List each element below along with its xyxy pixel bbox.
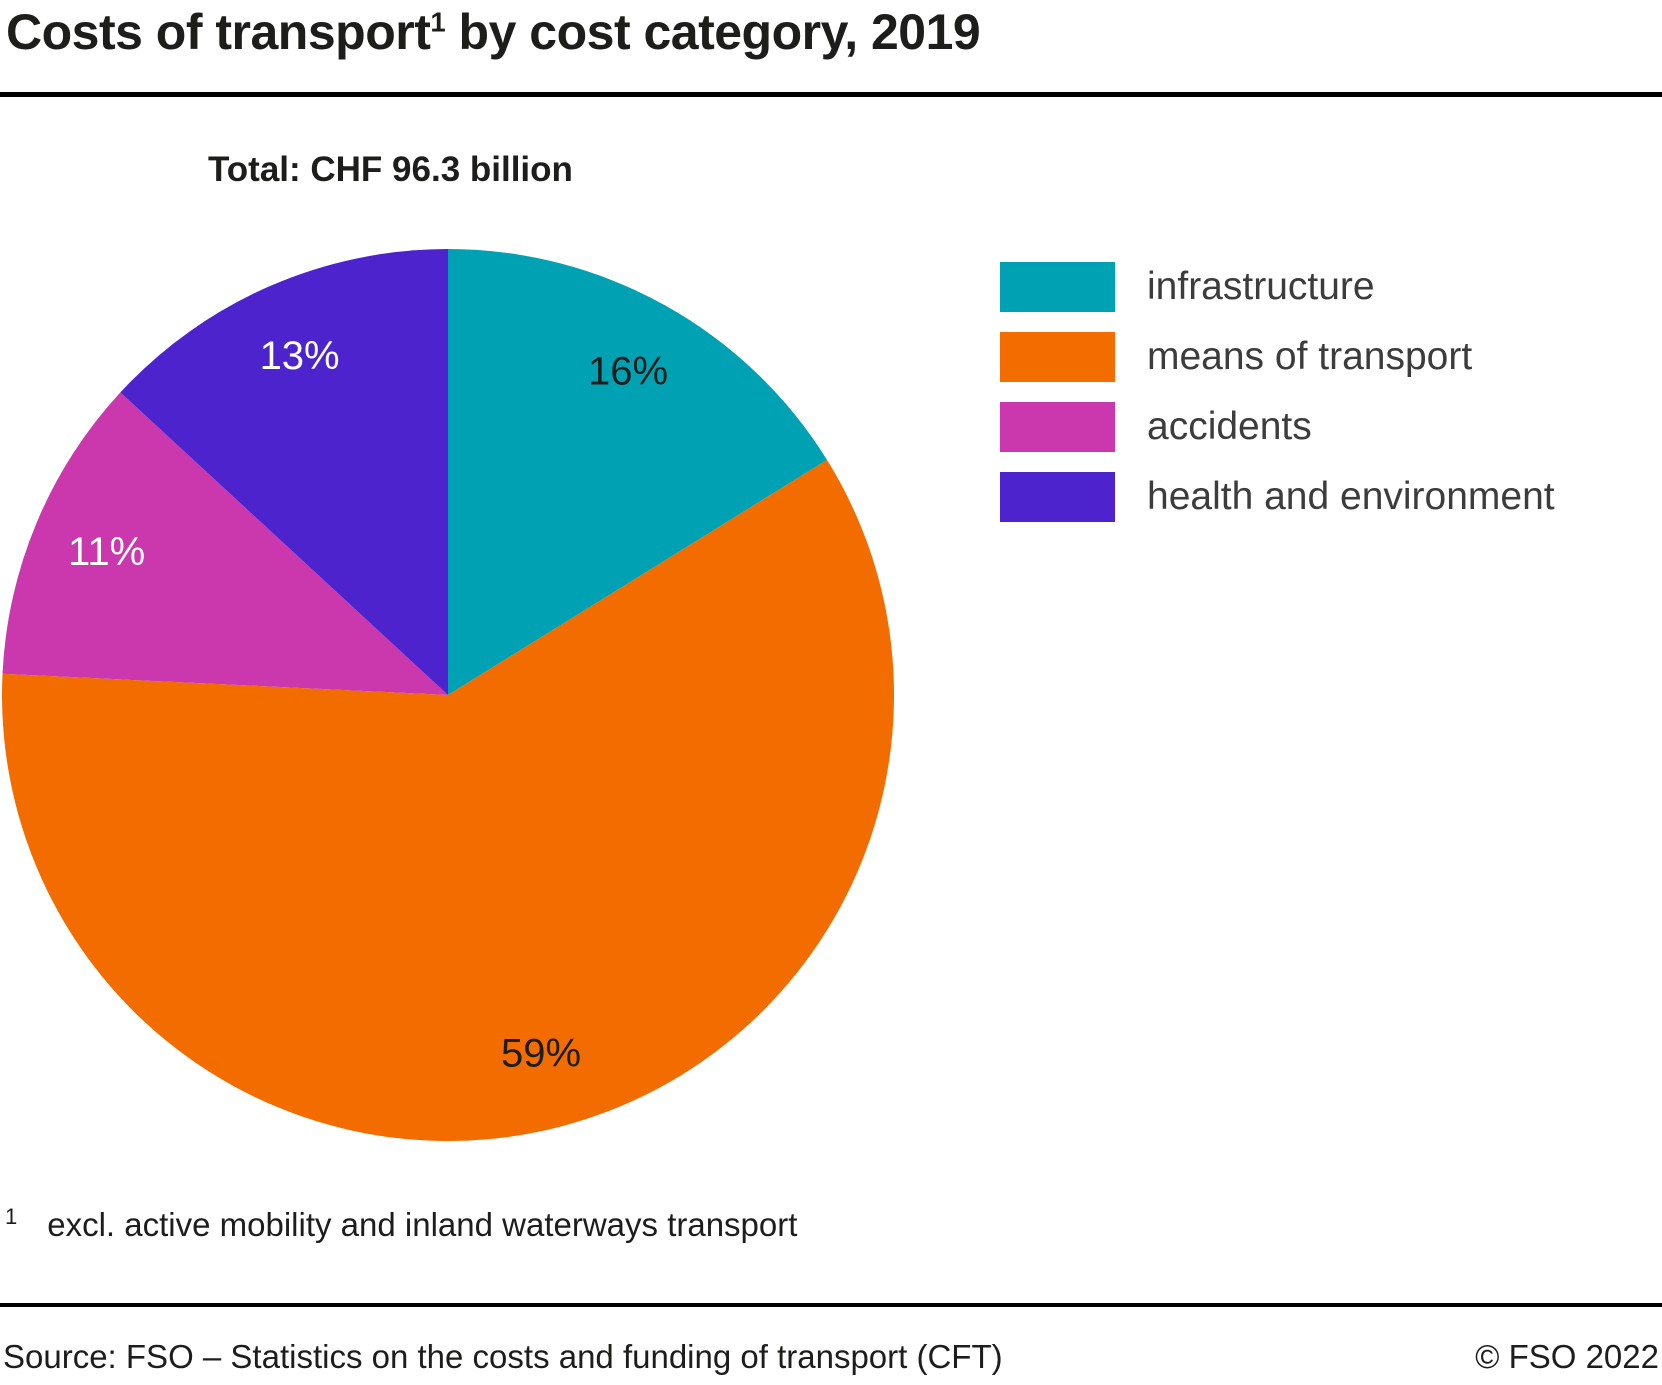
legend-item: infrastructure (1000, 262, 1555, 312)
title-text-2: by cost category, 2019 (445, 4, 981, 60)
source-row: Source: FSO – Statistics on the costs an… (3, 1338, 1659, 1376)
legend-label: means of transport (1147, 335, 1473, 378)
pie-slice-percentage-label: 13% (260, 334, 340, 378)
pie-slice-percentage-label: 59% (501, 1031, 581, 1075)
pie-slice-percentage-label: 11% (68, 530, 145, 574)
pie-slice-accidents (2, 392, 448, 695)
pie-slice-means-of-transport (2, 459, 894, 1141)
legend-swatch (1000, 402, 1115, 452)
page-title: Costs of transport1 by cost category, 20… (6, 2, 981, 62)
footnote: 1 excl. active mobility and inland waterw… (5, 1206, 797, 1244)
legend-item: accidents (1000, 402, 1555, 452)
title-text-1: Costs of transport (6, 4, 431, 60)
pie-slice-percentage-label: 16% (588, 350, 668, 394)
legend-label: accidents (1147, 405, 1312, 448)
legend-swatch (1000, 332, 1115, 382)
legend-label: health and environment (1147, 475, 1555, 518)
legend-label: infrastructure (1147, 265, 1375, 308)
pie-chart: 16% 59% 11% 13% (2, 249, 894, 1141)
legend-item: health and environment (1000, 472, 1555, 522)
footnote-marker: 1 (5, 1204, 18, 1229)
source-text: Source: FSO – Statistics on the costs an… (3, 1338, 1003, 1375)
copyright-text: © FSO 2022 (1475, 1338, 1659, 1375)
title-footnote-marker: 1 (430, 6, 446, 38)
legend-swatch (1000, 472, 1115, 522)
pie-slice-health-and-environment (120, 249, 449, 695)
pie-slice-infrastructure (448, 249, 827, 695)
legend-item: means of transport (1000, 332, 1555, 382)
footnote-text: excl. active mobility and inland waterwa… (47, 1206, 798, 1243)
footer-divider (0, 1303, 1662, 1307)
legend-swatch (1000, 262, 1115, 312)
chart-total-label: Total: CHF 96.3 billion (208, 150, 573, 189)
header-divider (0, 92, 1662, 97)
legend: infrastructure means of transport accident… (1000, 262, 1555, 542)
